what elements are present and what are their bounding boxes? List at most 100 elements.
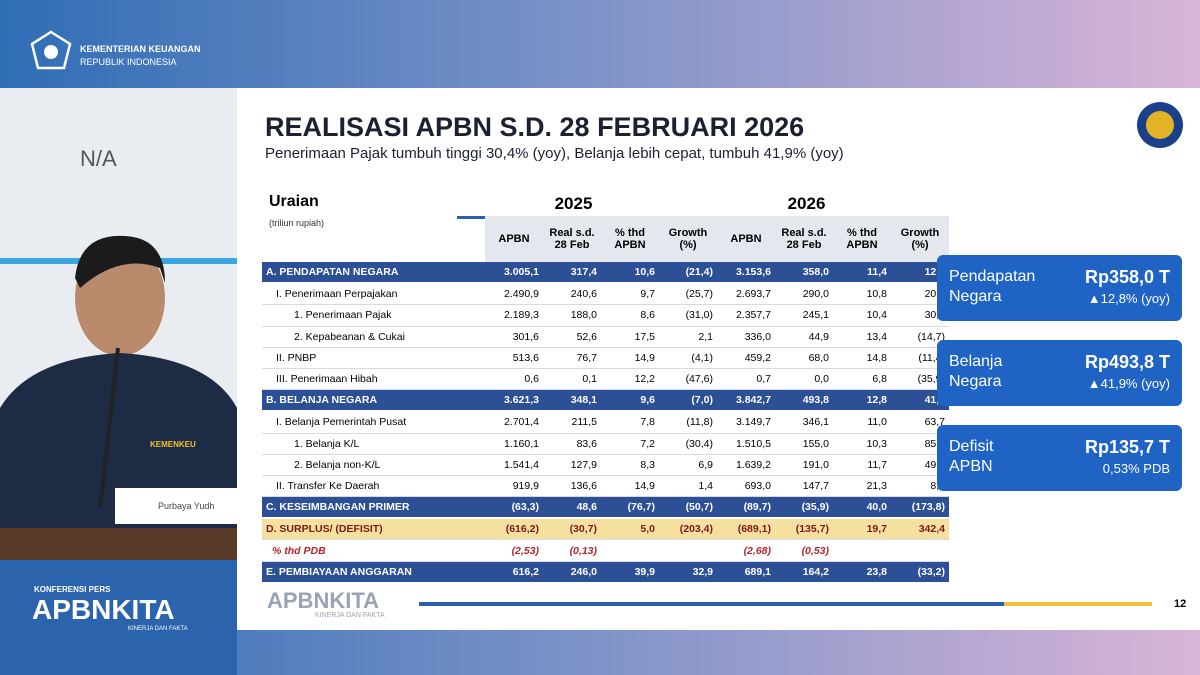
cell: 3.621,3 <box>485 389 543 413</box>
cell: (47,6) <box>659 368 717 391</box>
cell: (0,53) <box>775 539 833 562</box>
cell: (11,8) <box>659 411 717 434</box>
table-row: III. Penerimaan Hibah 0,6 0,1 12,2 (47,6) 0,7… <box>262 368 949 391</box>
cell: (25,7) <box>659 283 717 306</box>
cell: 12,8 <box>833 389 891 413</box>
cell: 44,9 <box>775 326 833 348</box>
cell: (616,2) <box>485 518 543 541</box>
cell: 10,6 <box>601 262 659 285</box>
cell: (31,0) <box>659 304 717 327</box>
cell: 342,4 <box>891 518 949 541</box>
summary-card: Pendapatan Negara Rp358,0 T ▲12,8% (yoy) <box>937 255 1182 321</box>
header-row: APBN Real s.d. 28 Feb% thd APBN Growth (%)… <box>262 216 949 262</box>
footer-bar <box>419 602 1004 606</box>
cell: 14,9 <box>601 475 659 498</box>
slide: REALISASI APBN S.D. 28 FEBRUARI 2026 Pen… <box>237 88 1200 630</box>
cell: 245,1 <box>775 304 833 327</box>
card-sub: ▲41,9% (yoy) <box>1087 376 1170 391</box>
cell: (50,7) <box>659 496 717 520</box>
footer-logo: APBNKITA <box>267 588 380 613</box>
budget-table: APBN Real s.d. 28 Feb% thd APBN Growth (%)… <box>262 216 949 584</box>
table-row: I. Penerimaan Perpajakan 2.490,9 240,6 9,7(… <box>262 283 949 306</box>
cell: 0,0 <box>775 368 833 391</box>
cell <box>891 539 949 562</box>
cell: 13,4 <box>833 326 891 348</box>
cell: 3.842,7 <box>717 389 775 413</box>
cell: 6,9 <box>659 454 717 476</box>
column-header: Real s.d. 28 Feb <box>775 216 833 262</box>
row-label: E. PEMBIAYAAN ANGGARAN <box>262 561 485 584</box>
cell: 1.160,1 <box>485 433 543 455</box>
card-value: Rp493,8 T <box>1084 352 1170 372</box>
cell: 7,8 <box>601 411 659 434</box>
table-row: 1. Penerimaan Pajak 2.189,3 188,0 8,6 (31,0)… <box>262 304 949 327</box>
column-header: % thd APBN <box>833 216 891 262</box>
cell: 1.510,5 <box>717 433 775 455</box>
header-spacer <box>262 216 485 262</box>
cell: 3.153,6 <box>717 262 775 285</box>
cell: 17,5 <box>601 326 659 348</box>
table-row: 2. Kepabeanan & Cukai 301,6 52,6 17,5 2,1 336… <box>262 326 949 348</box>
table-row: B. BELANJA NEGARA 3.621,3 348,1 9,6 (7,0) 3.8… <box>262 389 949 413</box>
row-label: % thd PDB <box>262 539 485 562</box>
cell: 52,6 <box>543 326 601 348</box>
cell: 23,8 <box>833 561 891 584</box>
table-row: % thd PDB (2,53) (0,13) (2,68) (0,53) <box>262 539 949 562</box>
cell: (2,53) <box>485 539 543 562</box>
cell: 693,0 <box>717 475 775 498</box>
table-row: A. PENDAPATAN NEGARA 3.005,1 317,4 10,6 (21,… <box>262 262 949 285</box>
cell: (89,7) <box>717 496 775 520</box>
column-header: APBN <box>717 216 775 262</box>
branding-panel: KONFERENSI PERS APBNKITA KINERJA DAN FAK… <box>0 560 237 675</box>
cell: 2.693,7 <box>717 283 775 306</box>
column-header: Real s.d. 28 Feb <box>543 216 601 262</box>
card-sub: ▲12,8% (yoy) <box>1087 291 1170 306</box>
cell: 40,0 <box>833 496 891 520</box>
cell: 5,0 <box>601 518 659 541</box>
placeholder: N/A <box>80 146 117 171</box>
event-label: KONFERENSI PERS <box>34 585 111 594</box>
cell: 6,8 <box>833 368 891 391</box>
cell: 21,3 <box>833 475 891 498</box>
cell: 10,3 <box>833 433 891 455</box>
cell: 2.357,7 <box>717 304 775 327</box>
shirt-badge: KEMENKEU <box>150 440 196 449</box>
cell: 2.189,3 <box>485 304 543 327</box>
cell: 0,6 <box>485 368 543 391</box>
row-label: 2. Belanja non-K/L <box>262 454 485 476</box>
footer-tagline: KINERJA DAN FAKTA <box>315 612 385 619</box>
table-row: C. KESEIMBANGAN PRIMER (63,3) 48,6 (76,7) (5… <box>262 496 949 520</box>
label-header: Uraian <box>269 193 319 210</box>
card-sub: 0,53% PDB <box>1102 461 1170 476</box>
cell: (30,7) <box>543 518 601 541</box>
event-logo: APBNKITA <box>32 594 175 625</box>
cell: 2.490,9 <box>485 283 543 306</box>
cell: (4,1) <box>659 347 717 369</box>
cell: 8,6 <box>601 304 659 327</box>
cell: 689,1 <box>717 561 775 584</box>
cell: 11,4 <box>833 262 891 285</box>
cell: 9,7 <box>601 283 659 306</box>
cell: (35,9) <box>775 496 833 520</box>
row-label: 1. Penerimaan Pajak <box>262 304 485 327</box>
cell: (14,7) <box>891 326 949 348</box>
cell: (7,0) <box>659 389 717 413</box>
cell: 188,0 <box>543 304 601 327</box>
row-label: D. SURPLUS/ (DEFISIT) <box>262 518 485 541</box>
cell: 1.639,2 <box>717 454 775 476</box>
cell: 301,6 <box>485 326 543 348</box>
cell: (689,1) <box>717 518 775 541</box>
card-label: Defisit APBN <box>949 438 994 475</box>
cell: 76,7 <box>543 347 601 369</box>
cell: 2.701,4 <box>485 411 543 434</box>
cell: 10,8 <box>833 283 891 306</box>
card-value: Rp358,0 T <box>1084 267 1170 287</box>
cell: (135,7) <box>775 518 833 541</box>
column-header: Growth (%) <box>891 216 949 262</box>
cell: 290,0 <box>775 283 833 306</box>
cell: (30,4) <box>659 433 717 455</box>
cell: 616,2 <box>485 561 543 584</box>
cell: 147,7 <box>775 475 833 498</box>
cell: (21,4) <box>659 262 717 285</box>
ministry-name: KEMENTERIAN KEUANGAN <box>80 44 201 54</box>
